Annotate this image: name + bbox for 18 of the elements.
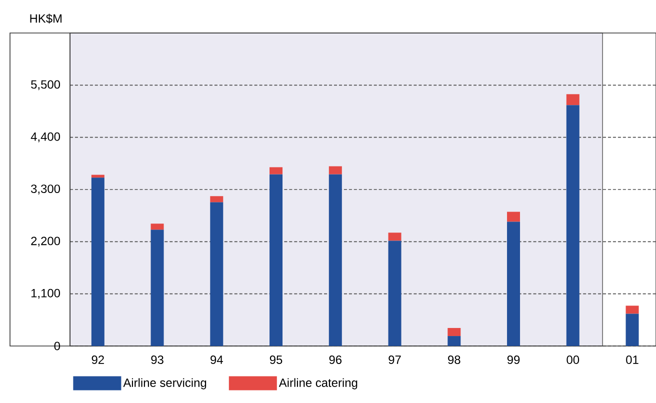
x-tick-label: 93 <box>151 356 164 364</box>
x-tick-label: 95 <box>270 356 282 364</box>
x-tick-label: 94 <box>210 356 223 364</box>
y-tick-label: 2,200 <box>31 236 60 247</box>
x-tick-label: 01 <box>626 356 638 364</box>
y-tick-label: 4,400 <box>30 132 60 142</box>
x-tick-label: 00 <box>566 356 580 364</box>
y-tick-label: 1,100 <box>31 288 60 299</box>
legend-label: Airline catering <box>278 378 358 390</box>
y-tick-label: 3,300 <box>31 184 60 194</box>
x-tick-label: 92 <box>92 356 104 364</box>
y-tick-label: 5,500 <box>31 80 60 90</box>
x-tick-label: 96 <box>329 356 342 364</box>
legend-label: Airline servicing <box>123 378 206 390</box>
x-tick-label: 99 <box>507 356 520 364</box>
y-axis-title: HK$M <box>30 14 62 24</box>
x-tick-label: 98 <box>448 356 460 364</box>
x-tick-label: 97 <box>388 356 401 364</box>
